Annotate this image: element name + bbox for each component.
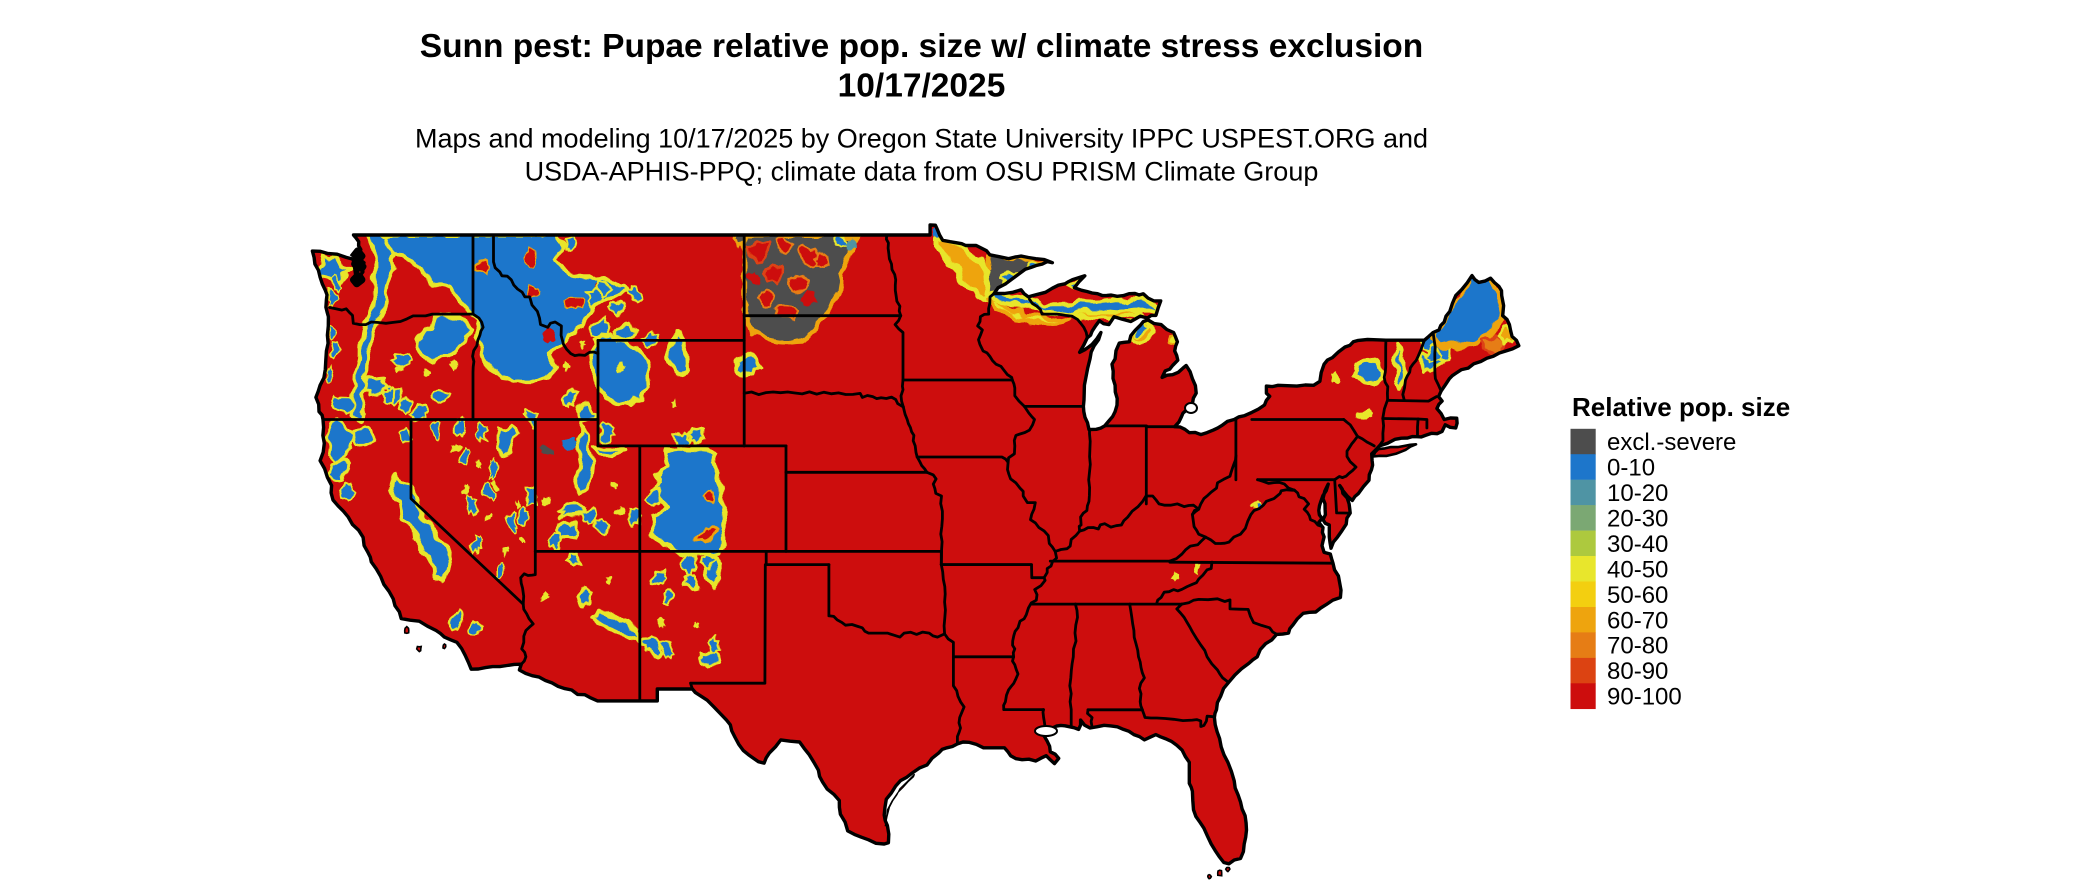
svg-text:40-50: 40-50: [1607, 556, 1668, 583]
svg-text:80-90: 80-90: [1607, 658, 1668, 685]
svg-text:0-10: 0-10: [1607, 455, 1655, 482]
svg-text:Sunn pest: Pupae relative pop.: Sunn pest: Pupae relative pop. size w/ c…: [420, 28, 1423, 65]
svg-text:excl.-severe: excl.-severe: [1607, 429, 1736, 456]
svg-text:30-40: 30-40: [1607, 531, 1668, 558]
svg-text:Relative pop. size: Relative pop. size: [1572, 392, 1790, 422]
svg-text:Maps and modeling 10/17/2025 b: Maps and modeling 10/17/2025 by Oregon S…: [415, 124, 1428, 154]
svg-text:90-100: 90-100: [1607, 684, 1682, 711]
svg-text:60-70: 60-70: [1607, 607, 1668, 634]
svg-text:USDA-APHIS-PPQ; climate data f: USDA-APHIS-PPQ; climate data from OSU PR…: [525, 157, 1319, 187]
svg-text:10/17/2025: 10/17/2025: [838, 68, 1006, 105]
svg-text:50-60: 50-60: [1607, 582, 1668, 609]
svg-text:20-30: 20-30: [1607, 506, 1668, 533]
svg-text:10-20: 10-20: [1607, 480, 1668, 507]
svg-text:70-80: 70-80: [1607, 633, 1668, 660]
